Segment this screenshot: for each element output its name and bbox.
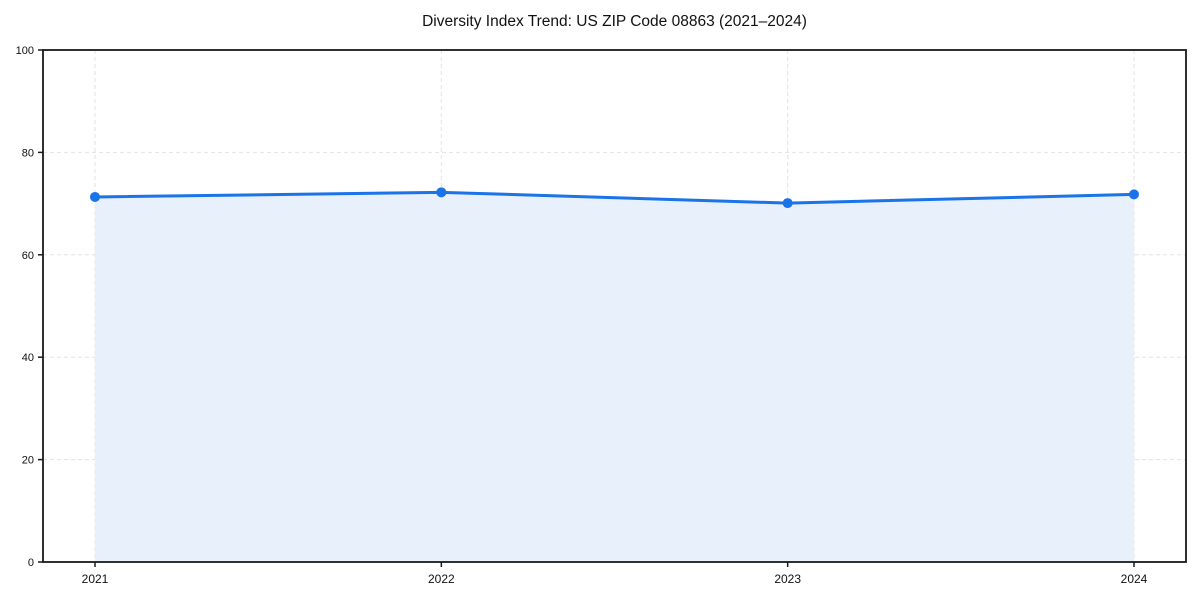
y-tick-label: 20	[22, 455, 34, 467]
y-tick-label: 80	[22, 147, 34, 159]
y-tick-label: 0	[28, 557, 34, 569]
series-line	[93, 190, 1136, 205]
data-point-marker	[90, 191, 100, 202]
x-tick-label: 2023	[774, 572, 801, 586]
series-area-fill	[95, 192, 1134, 562]
x-tick-label: 2021	[82, 572, 109, 586]
data-point-marker	[1129, 189, 1139, 200]
y-tick-label: 60	[22, 250, 34, 262]
data-point-marker	[782, 198, 793, 209]
data-point-marker	[436, 187, 447, 198]
y-tick-label: 40	[22, 352, 34, 364]
y-tick-label: 100	[16, 45, 34, 57]
x-tick-label: 2022	[428, 572, 455, 586]
plot-box-spines	[42, 49, 1187, 563]
chart-title: Diversity Index Trend: US ZIP Code 08863…	[422, 13, 807, 30]
x-tick-label: 2024	[1121, 572, 1148, 586]
